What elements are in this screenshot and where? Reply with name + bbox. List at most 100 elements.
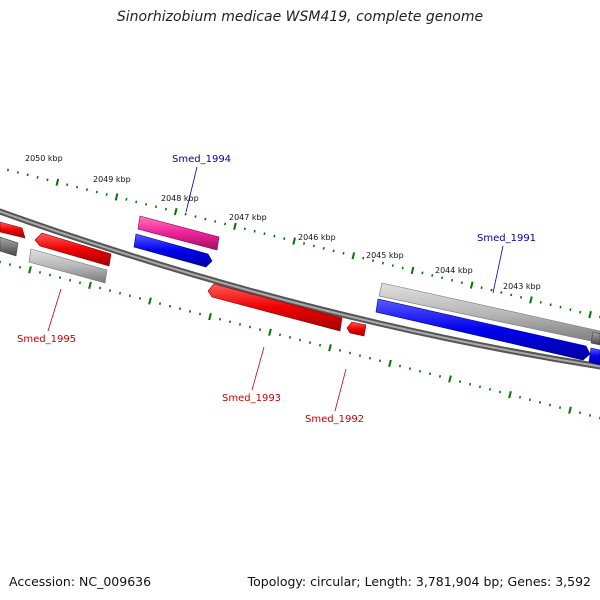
minor-tick [368,356,372,360]
minor-tick [458,380,462,383]
minor-tick [243,227,246,231]
kbp-label: 2043 kbp [503,282,541,291]
major-tick [448,375,452,383]
major-tick [568,406,572,414]
gene-arrow-forward-edge[interactable] [588,347,600,366]
gene-arrow-smed-1991[interactable] [375,298,591,361]
gene-arrow-forward[interactable] [133,233,213,268]
minor-tick [372,259,375,263]
minor-tick [318,343,322,347]
minor-tick [588,414,592,417]
minor-tick [510,293,513,297]
minor-tick [184,212,187,216]
kbp-label: 2044 kbp [435,266,473,275]
minor-tick [108,289,112,292]
minor-tick [381,261,384,265]
minor-tick [569,308,572,312]
minor-tick [332,249,335,253]
minor-tick [6,168,10,172]
minor-tick [168,304,172,308]
leader-line [47,288,62,332]
minor-tick [158,302,162,305]
gene-label-smed-1994[interactable]: Smed_1994 [172,154,231,165]
leader-line [185,166,198,213]
minor-tick [164,207,167,211]
minor-tick [528,398,532,402]
major-tick [28,266,32,274]
gene-label-smed-1992[interactable]: Smed_1992 [305,414,364,425]
minor-tick [460,281,463,285]
minor-tick [559,305,562,309]
minor-tick [579,310,582,314]
kbp-label: 2045 kbp [366,251,404,260]
major-tick [529,296,533,304]
major-tick [148,297,152,305]
major-tick [233,222,237,230]
minor-tick [490,288,493,292]
reverse-strand-features [0,221,367,337]
minor-tick [68,278,72,282]
major-tick [55,178,60,186]
kbp-label: 2049 kbp [93,175,131,184]
minor-tick [278,333,282,337]
topology-label: Topology: circular; Length: 3,781,904 bp… [247,574,591,589]
feature-block-grey[interactable] [378,282,600,344]
minor-tick [418,369,422,373]
minor-tick [441,276,444,280]
major-tick [292,237,296,245]
minor-tick [125,198,128,201]
kbp-tick-tracks [0,168,600,420]
gene-label-smed-1993[interactable]: Smed_1993 [222,393,281,404]
gene-arrow-reverse-edge[interactable] [0,221,26,239]
minor-tick [480,286,483,289]
gene-label-smed-1991[interactable]: Smed_1991 [477,233,536,244]
feature-block-dark-edge[interactable] [0,236,19,257]
minor-tick [421,271,424,275]
minor-tick [520,296,523,299]
gene-arrow-smed-1993[interactable] [207,283,343,332]
minor-tick [38,271,42,274]
major-tick [410,266,415,275]
minor-tick [253,229,256,233]
gene-arrow-smed-1994[interactable] [137,215,220,251]
gene-label-smed-1995[interactable]: Smed_1995 [17,334,76,345]
minor-tick [308,341,312,344]
minor-tick [302,242,306,245]
minor-tick [224,222,227,226]
major-tick [114,193,119,201]
genome-title: Sinorhizobium medicae WSM419, complete g… [116,9,484,25]
minor-tick [76,185,79,189]
minor-tick [378,359,382,363]
minor-tick [78,281,82,285]
minor-tick [348,351,352,355]
minor-tick [105,193,108,196]
minor-tick [428,372,432,376]
gene-arrow-smed-1992[interactable] [346,321,367,337]
major-tick [268,328,272,336]
minor-tick [362,256,365,260]
minor-tick [273,234,276,238]
minor-tick [298,338,302,342]
minor-tick [178,307,182,311]
minor-tick [48,273,52,277]
major-tick [388,359,392,368]
major-tick [588,310,592,319]
minor-tick [228,320,232,324]
minor-tick [549,303,552,307]
minor-tick [358,354,362,357]
minor-tick [98,286,102,290]
major-tick [208,312,212,321]
minor-tick [135,200,138,204]
major-tick [508,390,512,399]
forward-strand-features [133,215,600,366]
feature-block-dark[interactable] [590,331,600,346]
minor-tick [283,237,286,240]
minor-tick [58,276,62,279]
major-tick [88,281,92,290]
gene-arrow-smed-1995[interactable] [34,232,112,267]
genome-backbone-highlight [0,210,600,368]
minor-tick [288,336,292,339]
kbp-labels: 2050 kbp 2049 kbp 2048 kbp 2047 kbp 2046… [25,154,541,291]
minor-tick [518,395,522,399]
feature-block-grey-2[interactable] [28,248,108,284]
